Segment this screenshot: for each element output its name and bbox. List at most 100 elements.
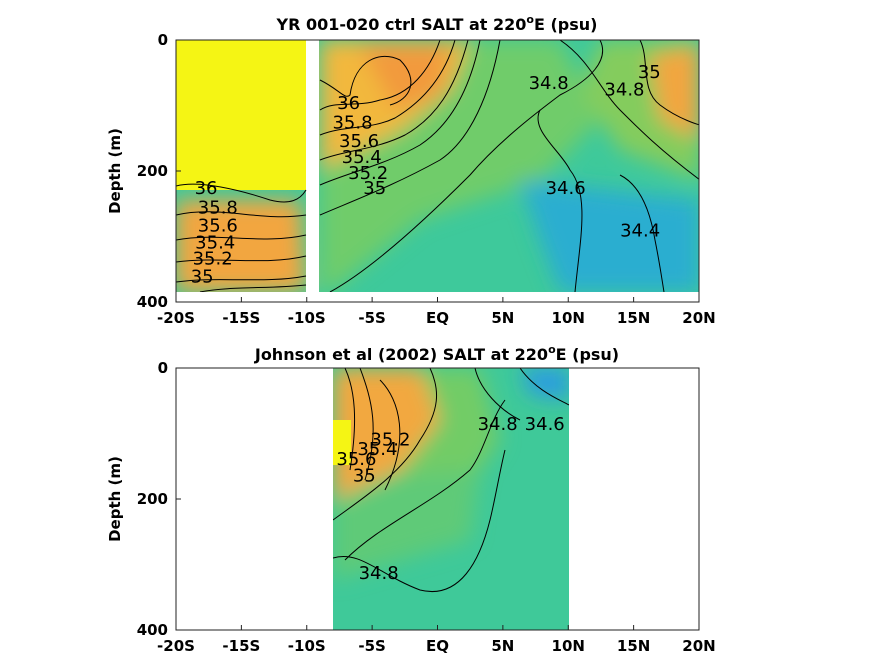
top-xtick-label: 5N <box>491 309 514 327</box>
bottom-contour-label: 35.2 <box>370 429 410 450</box>
bottom-ylabel: Depth (m) <box>106 456 124 542</box>
top-title-sup: o <box>526 13 534 26</box>
bottom-xtick-label: -5S <box>358 637 385 655</box>
top-contour-346 <box>537 109 583 292</box>
bottom-panel: Johnson et al (2002) SALT at 220oE (psu)… <box>106 343 716 655</box>
top-contour-label: 35.2 <box>193 249 233 270</box>
bottom-contour-356 <box>344 368 356 471</box>
top-field-tan-core <box>360 45 450 110</box>
bottom-contour-348-deep <box>333 449 506 592</box>
top-ytick-label: 200 <box>137 162 168 180</box>
top-contour-label: 35.2 <box>348 163 388 184</box>
bottom-contour-35 <box>333 368 438 521</box>
bottom-ticks: -20S -15S -10S -5S EQ 5N 10N 15N 20N 0 200 400 <box>137 359 716 655</box>
top-contour-358-left <box>176 211 307 218</box>
bottom-title-main: Johnson et al (2002) SALT at 220 <box>254 345 548 364</box>
top-contour-352-left <box>176 275 307 283</box>
top-contour-354-mid <box>319 40 469 161</box>
bottom-contour-label: 34.6 <box>525 414 565 435</box>
top-field-right-orange <box>650 45 699 140</box>
top-field-blue <box>520 180 699 292</box>
bottom-contour-label: 35 <box>353 465 376 486</box>
bottom-contour-label: 35.6 <box>336 449 376 470</box>
top-contour-358-mid <box>319 40 441 111</box>
top-salinity-field <box>176 40 699 292</box>
bottom-field-blue <box>520 368 569 400</box>
top-xtick-label: EQ <box>426 309 449 327</box>
bottom-salinity-field <box>333 368 569 630</box>
top-contour-label: 36 <box>195 178 218 199</box>
top-contour-label: 34.4 <box>620 221 660 242</box>
bottom-contour-354 <box>359 368 374 481</box>
bottom-ytick-label: 0 <box>158 359 168 377</box>
top-contour-348-a <box>329 40 604 292</box>
bottom-title-sup: o <box>548 343 556 356</box>
top-contour-356-left <box>176 234 307 241</box>
top-contour-348-b <box>559 40 699 180</box>
top-missing-band <box>306 40 319 292</box>
bottom-contour-346 <box>519 368 569 406</box>
bottom-contour-label: 34.8 <box>478 414 518 435</box>
top-field-left-orange <box>176 200 306 292</box>
top-ticks: -20S -15S -10S -5S EQ 5N 10N 15N 20N 0 200 400 <box>137 31 716 327</box>
bottom-field-orange <box>333 368 440 500</box>
top-contour-344 <box>619 174 665 292</box>
top-contour-label: 35 <box>191 266 214 287</box>
bottom-contour-label: 35.4 <box>357 439 397 460</box>
top-contour-36-mid <box>319 55 412 106</box>
top-contour-label: 35.6 <box>198 215 238 236</box>
top-contour-label: 35.8 <box>198 198 238 219</box>
top-contour-label: 34.8 <box>529 73 569 94</box>
bottom-contour-348-a <box>344 399 506 561</box>
top-contour-label: 34.8 <box>604 80 644 101</box>
top-xtick-label: -20S <box>157 309 195 327</box>
top-ytick-label: 400 <box>137 293 168 311</box>
bottom-title: Johnson et al (2002) SALT at 220oE (psu) <box>254 343 619 364</box>
top-ytick-label: 0 <box>158 31 168 49</box>
top-contour-label: 35.6 <box>339 131 379 152</box>
bottom-xtick-label: 10N <box>552 637 585 655</box>
bottom-xtick-label: -10S <box>288 637 326 655</box>
top-contours <box>176 40 699 292</box>
top-contour-356-mid <box>319 40 456 136</box>
top-xtick-label: 10N <box>552 309 585 327</box>
top-contour-label: 35.8 <box>332 112 372 133</box>
top-contour-36-left <box>176 183 307 203</box>
top-contour-label: 35 <box>363 178 386 199</box>
top-title-main: YR 001-020 ctrl SALT at 220 <box>276 15 527 34</box>
top-contour-label: 34.6 <box>546 178 586 199</box>
top-contour-label: 35.4 <box>195 232 235 253</box>
bottom-field-yellow <box>333 420 351 465</box>
top-panel: YR 001-020 ctrl SALT at 220oE (psu) <box>106 13 716 327</box>
top-contour-label: 35 <box>638 62 661 83</box>
bottom-title-suffix: E (psu) <box>556 345 620 364</box>
top-field-yellow-left <box>176 40 306 190</box>
bottom-xtick-label: 15N <box>617 637 650 655</box>
top-contour-label: 36 <box>337 93 360 114</box>
top-ylabel: Depth (m) <box>106 128 124 214</box>
bottom-ytick-label: 200 <box>137 490 168 508</box>
top-xtick-label: 20N <box>682 309 715 327</box>
bottom-xtick-label: -20S <box>157 637 195 655</box>
top-contour-35-right <box>639 40 699 126</box>
bottom-xtick-label: EQ <box>426 637 449 655</box>
top-contour-35-mid <box>319 40 501 216</box>
top-title: YR 001-020 ctrl SALT at 220oE (psu) <box>276 13 598 34</box>
bottom-contour-labels: 35.635.435.2 35 34.8 34.6 34.8 <box>336 414 564 584</box>
top-contour-354-left <box>176 255 307 263</box>
bottom-contour-348-b <box>474 368 521 421</box>
bottom-xtick-label: -15S <box>222 637 260 655</box>
bottom-xtick-label: 5N <box>491 637 514 655</box>
top-title-suffix: E (psu) <box>534 15 598 34</box>
top-xtick-label: -10S <box>288 309 326 327</box>
top-xtick-label: -5S <box>358 309 385 327</box>
bottom-contours <box>333 368 569 592</box>
top-contour-35-left <box>199 284 307 292</box>
bottom-ytick-label: 400 <box>137 621 168 639</box>
top-xtick-label: -15S <box>222 309 260 327</box>
top-contour-352-mid <box>319 40 481 186</box>
bottom-field-lightgreen <box>333 470 480 580</box>
top-xtick-label: 15N <box>617 309 650 327</box>
top-contour-label: 35.4 <box>342 147 382 168</box>
